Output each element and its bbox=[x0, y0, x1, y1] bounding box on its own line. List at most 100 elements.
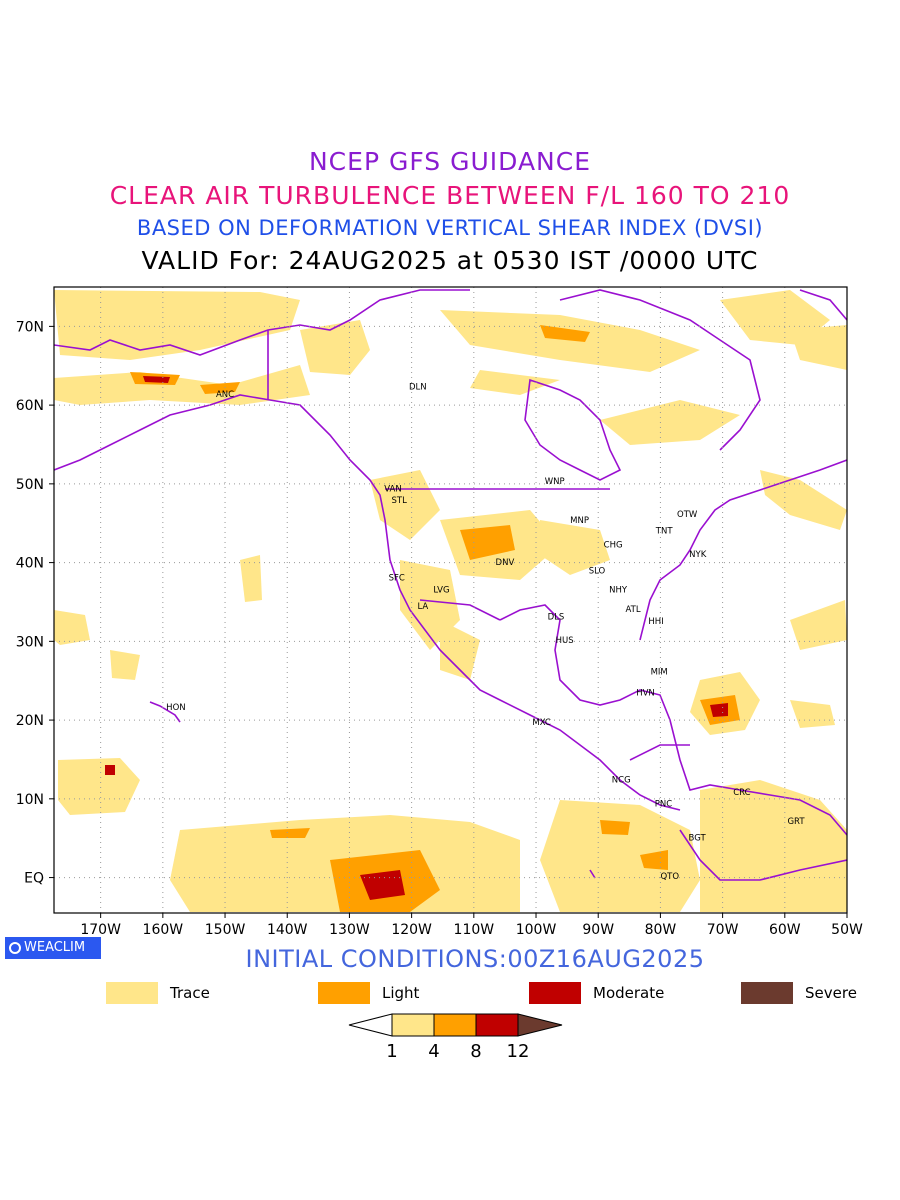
x-tick-label: 60W bbox=[769, 922, 801, 938]
moderate-area bbox=[143, 376, 170, 383]
station-label-wnp: WNP bbox=[545, 477, 565, 487]
y-tick-label: EQ bbox=[24, 871, 44, 887]
coastlines bbox=[54, 289, 847, 881]
light-area bbox=[640, 850, 668, 870]
atlantic-coast-line bbox=[639, 459, 847, 641]
light-area bbox=[460, 525, 515, 560]
turbulence-layer bbox=[54, 290, 847, 912]
station-label-bgt: BGT bbox=[689, 834, 707, 844]
trace-area bbox=[790, 600, 847, 650]
colorbar-label: 12 bbox=[507, 1041, 530, 1062]
station-label-sfc: SFC bbox=[389, 574, 405, 584]
trace-area bbox=[440, 310, 700, 372]
light-area bbox=[270, 828, 310, 838]
colorbar-light bbox=[433, 1013, 477, 1037]
station-label-mim: MIM bbox=[651, 667, 668, 677]
y-tick-label: 60N bbox=[16, 398, 44, 414]
legend-swatch bbox=[106, 982, 158, 1004]
station-label-slo: SLO bbox=[589, 567, 606, 577]
trace-area bbox=[600, 400, 740, 445]
y-tick-label: 50N bbox=[16, 477, 44, 493]
colorbar-max-arrow bbox=[517, 1013, 563, 1037]
trace-area bbox=[58, 758, 140, 815]
moderate-area bbox=[360, 870, 405, 900]
circle-logo-icon bbox=[9, 942, 21, 954]
station-label-dnv: DNV bbox=[496, 558, 515, 568]
station-label-qto: QTO bbox=[660, 872, 679, 882]
title-line-2: CLEAR AIR TURBULENCE BETWEEN F/L 160 TO … bbox=[109, 181, 791, 210]
light-area bbox=[600, 820, 630, 835]
trace-area bbox=[240, 555, 262, 602]
x-axis: 170W 160W 150W 140W 130W 120W 110W 100W 90W 80W 70… bbox=[80, 913, 863, 938]
station-label-hvn: HVN bbox=[636, 689, 655, 699]
y-tick-label: 20N bbox=[16, 713, 44, 729]
arctic-islands bbox=[559, 289, 761, 451]
legend-label: Trace bbox=[170, 984, 210, 1002]
x-tick-label: 80W bbox=[645, 922, 677, 938]
arctic-coast-line bbox=[54, 289, 470, 356]
trace-area bbox=[300, 320, 370, 375]
trace-area bbox=[470, 370, 560, 395]
station-label-pnc: PNC bbox=[655, 800, 672, 810]
station-label-nyk: NYK bbox=[689, 550, 707, 560]
colorbar-label: 1 bbox=[386, 1041, 397, 1062]
x-tick-label: 100W bbox=[516, 922, 557, 938]
legend-severe: Severe bbox=[741, 982, 857, 1004]
station-label-crc: CRC bbox=[733, 788, 750, 798]
station-label-dln: DLN bbox=[409, 382, 427, 392]
legend-swatch bbox=[529, 982, 581, 1004]
y-tick-label: 10N bbox=[16, 792, 44, 808]
legend-swatch bbox=[318, 982, 370, 1004]
station-label-tnt: TNT bbox=[655, 526, 674, 536]
gulf-coast-line bbox=[499, 604, 847, 836]
trace-area bbox=[790, 325, 847, 370]
south-america-border bbox=[679, 829, 847, 881]
legend-label: Severe bbox=[805, 984, 857, 1002]
map-frame bbox=[53, 286, 848, 914]
x-tick-label: 170W bbox=[80, 922, 121, 938]
legend-trace: Trace bbox=[106, 982, 210, 1004]
light-area bbox=[540, 325, 590, 342]
trace-area bbox=[54, 610, 90, 645]
hawaii-islands bbox=[149, 701, 181, 723]
title-line-3: BASED ON DEFORMATION VERTICAL SHEAR INDE… bbox=[136, 216, 764, 240]
legend-moderate: Moderate bbox=[529, 982, 664, 1004]
colorbar-label: 4 bbox=[428, 1041, 439, 1062]
x-tick-label: 150W bbox=[205, 922, 246, 938]
initial-conditions: INITIAL CONDITIONS:00Z16AUG2025 bbox=[245, 945, 705, 973]
weaclim-badge: WEACLIM bbox=[5, 937, 101, 959]
caribbean-islands bbox=[629, 744, 690, 761]
station-label-grt: GRT bbox=[787, 817, 805, 827]
trace-area bbox=[440, 620, 480, 680]
us-mexico-border bbox=[419, 599, 501, 621]
station-label-nhy: NHY bbox=[609, 586, 628, 596]
x-tick-label: 160W bbox=[143, 922, 184, 938]
trace-area bbox=[370, 470, 440, 540]
station-label-van: VAN bbox=[384, 485, 401, 495]
hudson-bay bbox=[524, 378, 622, 481]
colorbar-moderate bbox=[475, 1013, 519, 1037]
legend-label: Moderate bbox=[593, 984, 665, 1002]
station-label-chg: CHG bbox=[604, 541, 623, 551]
y-tick-label: 70N bbox=[16, 319, 44, 335]
legend-swatch bbox=[741, 982, 793, 1004]
light-area bbox=[200, 382, 240, 394]
valid-time: VALID For: 24AUG2025 at 0530 IST /0000 U… bbox=[141, 246, 759, 275]
x-tick-label: 120W bbox=[391, 922, 432, 938]
moderate-area bbox=[105, 765, 115, 775]
grid-lines bbox=[54, 287, 847, 913]
y-tick-label: 40N bbox=[16, 556, 44, 572]
station-label-ncg: NCG bbox=[612, 775, 631, 785]
legend-label: Light bbox=[382, 984, 420, 1002]
trace-area bbox=[110, 650, 140, 680]
station-label-lvg: LVG bbox=[433, 586, 449, 596]
x-tick-label: 130W bbox=[329, 922, 370, 938]
x-tick-label: 50W bbox=[831, 922, 863, 938]
moderate-area bbox=[710, 703, 728, 717]
station-label-atl: ATL bbox=[625, 605, 640, 615]
greenland-coast bbox=[799, 289, 847, 321]
station-label-dls: DLS bbox=[548, 612, 565, 622]
trace-area bbox=[540, 520, 610, 575]
